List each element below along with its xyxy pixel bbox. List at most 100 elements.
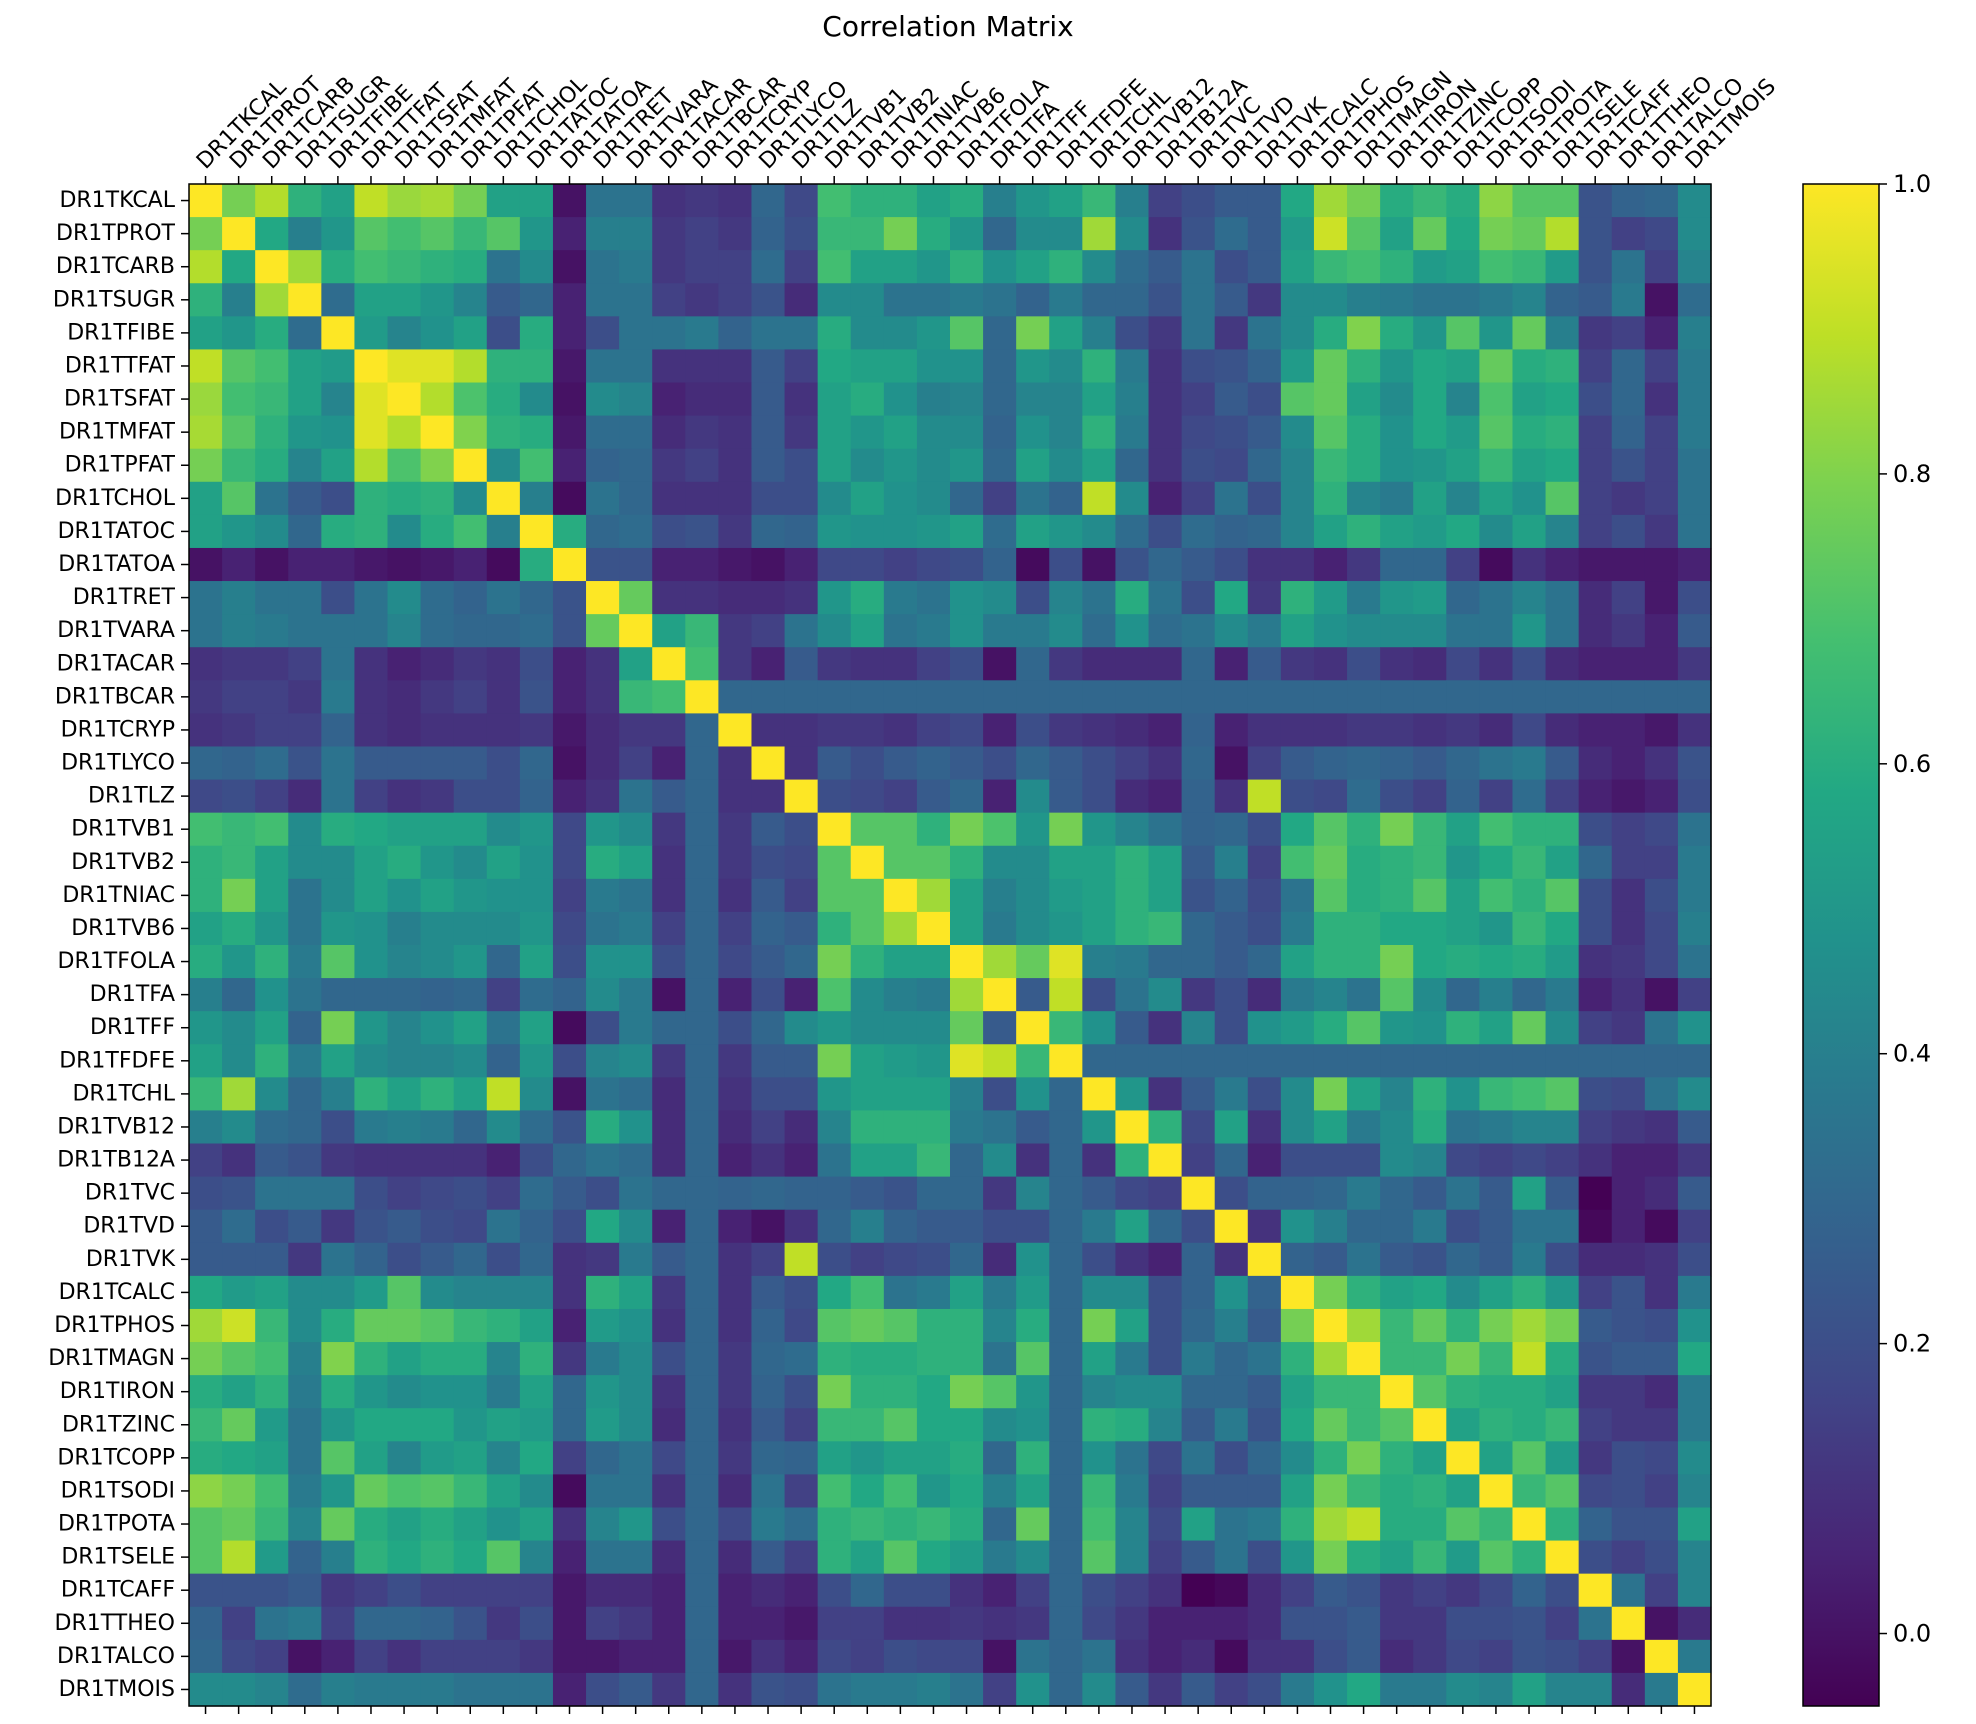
- heatmap-cell-DR1TALCO-DR1TTFAT: [354, 1639, 389, 1674]
- heatmap-cell-DR1TPHOS-DR1TFOLA: [950, 1308, 984, 1343]
- heatmap-cell-DR1TVB2-DR1TVB1: [817, 845, 852, 880]
- heatmap-cell-DR1TFF-DR1TATOA: [552, 1011, 587, 1045]
- heatmap-cell-DR1TPHOS-DR1TZINC: [1413, 1308, 1447, 1343]
- heatmap-cell-DR1TPOTA-DR1TPROT: [222, 1507, 256, 1542]
- heatmap-cell-DR1TFOLA-DR1TLYCO: [751, 945, 786, 979]
- heatmap-cell-DR1TSUGR-DR1TSELE: [1545, 283, 1580, 317]
- heatmap-cell-DR1TSUGR-DR1TALCO: [1644, 283, 1679, 317]
- heatmap-cell-DR1TFDFE-DR1TSODI: [1479, 1044, 1514, 1078]
- heatmap-cell-DR1TKCAL-DR1TFOLA: [950, 184, 984, 218]
- heatmap-cell-DR1TVB12-DR1TVD: [1214, 1110, 1249, 1145]
- heatmap-cell-DR1TLZ-DR1TCRYP: [718, 779, 753, 814]
- heatmap-cell-DR1TPFAT-DR1TCRYP: [718, 448, 753, 483]
- heatmap-cell-DR1TCOPP-DR1TATOA: [552, 1441, 587, 1475]
- heatmap-cell-DR1TRET-DR1TVD: [1214, 581, 1249, 615]
- heatmap-cell-DR1TPOTA-DR1TVD: [1214, 1507, 1249, 1542]
- heatmap-cell-DR1TVB6-DR1TATOC: [519, 911, 554, 946]
- heatmap-cell-DR1TVC-DR1TCARB: [255, 1176, 289, 1211]
- heatmap-cell-DR1TPOTA-DR1TSODI: [1479, 1507, 1514, 1542]
- heatmap-cell-DR1TACAR-DR1TVB2: [850, 647, 885, 681]
- heatmap-cell-DR1TNIAC-DR1TVARA: [619, 878, 653, 913]
- heatmap-cell-DR1TBCAR-DR1TVB1: [817, 680, 852, 714]
- heatmap-cell-DR1TVK-DR1TLZ: [784, 1242, 819, 1277]
- heatmap-cell-DR1TFF-DR1TVB1: [817, 1011, 852, 1045]
- heatmap-cell-DR1TTHEO-DR1TCHOL: [486, 1606, 521, 1641]
- heatmap-cell-DR1TSODI-DR1TCARB: [255, 1474, 289, 1509]
- heatmap-cell-DR1TVB6-DR1TVD: [1214, 911, 1249, 946]
- heatmap-cell-DR1TIRON-DR1TPHOS: [1313, 1375, 1348, 1409]
- heatmap-cell-DR1TATOA-DR1TSELE: [1545, 547, 1580, 582]
- heatmap-cell-DR1TPFAT-DR1TSFAT: [387, 448, 422, 483]
- heatmap-cell-DR1TCRYP-DR1TVB2: [850, 713, 885, 748]
- heatmap-cell-DR1TSFAT-DR1TKCAL: [189, 382, 223, 417]
- heatmap-cell-DR1TLZ-DR1TVARA: [619, 779, 653, 814]
- heatmap-cell-DR1TPHOS-DR1TVB12: [1115, 1308, 1150, 1343]
- heatmap-cell-DR1TFF-DR1TATOC: [519, 1011, 554, 1045]
- heatmap-cell-DR1TVK-DR1TMFAT: [420, 1242, 455, 1277]
- heatmap-cell-DR1TVC-DR1TBCAR: [685, 1176, 719, 1211]
- heatmap-cell-DR1TVB2-DR1TCOPP: [1446, 845, 1480, 880]
- heatmap-cell-DR1TTHEO-DR1TSODI: [1479, 1606, 1514, 1641]
- heatmap-cell-DR1TVARA-DR1TVARA: [619, 614, 653, 648]
- heatmap-cell-DR1TRET-DR1TTFAT: [354, 581, 389, 615]
- heatmap-cell-DR1TCAFF-DR1TTFAT: [354, 1573, 389, 1608]
- heatmap-cell-DR1TPHOS-DR1TPHOS: [1313, 1308, 1348, 1343]
- heatmap-cell-DR1TVB12-DR1TCHL: [1082, 1110, 1117, 1145]
- heatmap-cell-DR1TTFAT-DR1TSFAT: [387, 349, 422, 384]
- heatmap-cell-DR1TFIBE-DR1TMOIS: [1677, 316, 1712, 351]
- heatmap-cell-DR1TVB12-DR1TFA: [983, 1110, 1017, 1145]
- heatmap-cell-DR1TTFAT-DR1TCOPP: [1446, 349, 1480, 384]
- y-tick-label: DR1TFF: [90, 1015, 175, 1040]
- y-tick-label: DR1TZINC: [62, 1412, 175, 1437]
- heatmap-cell-DR1TMAGN-DR1TFIBE: [321, 1342, 356, 1376]
- heatmap-cell-DR1TPHOS-DR1TFF: [1016, 1308, 1050, 1343]
- heatmap-cell-DR1TBCAR-DR1TKCAL: [189, 680, 223, 714]
- heatmap-cell-DR1TPROT-DR1TMFAT: [420, 217, 455, 251]
- heatmap-cell-DR1TVB6-DR1TSFAT: [387, 911, 422, 946]
- heatmap-cell-DR1TSUGR-DR1TCHL: [1082, 283, 1117, 317]
- heatmap-cell-DR1TVB12-DR1TVC: [1181, 1110, 1216, 1145]
- heatmap-cell-DR1TZINC-DR1TFOLA: [950, 1408, 984, 1442]
- heatmap-cell-DR1TVB1-DR1TCHL: [1082, 812, 1117, 847]
- heatmap-cell-DR1TALCO-DR1TVB1: [817, 1639, 852, 1674]
- heatmap-cell-DR1TFA-DR1TMAGN: [1347, 978, 1381, 1012]
- heatmap-cell-DR1TPFAT-DR1TVB1: [817, 448, 852, 483]
- heatmap-cell-DR1TVB6-DR1TPROT: [222, 911, 256, 946]
- heatmap-cell-DR1TTFAT-DR1TCHOL: [486, 349, 521, 384]
- heatmap-cell-DR1TMOIS-DR1TCALC: [1280, 1672, 1315, 1707]
- heatmap-cell-DR1TTFAT-DR1TVK: [1247, 349, 1282, 384]
- heatmap-cell-DR1TVC-DR1TPHOS: [1313, 1176, 1348, 1211]
- heatmap-cell-DR1TVC-DR1TTHEO: [1611, 1176, 1646, 1211]
- heatmap-cell-DR1TVK-DR1TALCO: [1644, 1242, 1679, 1277]
- heatmap-cell-DR1TCARB-DR1TBCAR: [685, 250, 719, 284]
- heatmap-cells: [189, 184, 1712, 1707]
- heatmap-cell-DR1TALCO-DR1TCHL: [1082, 1639, 1117, 1674]
- heatmap-cell-DR1TSELE-DR1TSELE: [1545, 1540, 1580, 1575]
- heatmap-cell-DR1TATOA-DR1TVB2: [850, 547, 885, 582]
- heatmap-cell-DR1TRET-DR1TCRYP: [718, 581, 753, 615]
- heatmap-cell-DR1TVB1-DR1TCOPP: [1446, 812, 1480, 847]
- heatmap-cell-DR1TVB12-DR1TPFAT: [453, 1110, 488, 1145]
- heatmap-cell-DR1TTHEO-DR1TCALC: [1280, 1606, 1315, 1641]
- heatmap-cell-DR1TRET-DR1TATOC: [519, 581, 554, 615]
- heatmap-cell-DR1TCHOL-DR1TCARB: [255, 481, 289, 516]
- heatmap-cell-DR1TCHL-DR1TATOA: [552, 1077, 587, 1112]
- heatmap-cell-DR1TCAFF-DR1TCOPP: [1446, 1573, 1480, 1608]
- heatmap-cell-DR1TCOPP-DR1TBCAR: [685, 1441, 719, 1475]
- heatmap-cell-DR1TPOTA-DR1TCHL: [1082, 1507, 1117, 1542]
- heatmap-cell-DR1TB12A-DR1TVB1: [817, 1143, 852, 1178]
- heatmap-cell-DR1TIRON-DR1TVARA: [619, 1375, 653, 1409]
- heatmap-cell-DR1TFOLA-DR1TCAFF: [1578, 945, 1613, 979]
- heatmap-cell-DR1TPOTA-DR1TBCAR: [685, 1507, 719, 1542]
- heatmap-cell-DR1TSFAT-DR1TMFAT: [420, 382, 455, 417]
- heatmap-cell-DR1TCHL-DR1TCARB: [255, 1077, 289, 1112]
- heatmap-cell-DR1TVK-DR1TSUGR: [288, 1242, 322, 1277]
- heatmap-cell-DR1TSODI-DR1TFOLA: [950, 1474, 984, 1509]
- heatmap-cell-DR1TCARB-DR1TPROT: [222, 250, 256, 284]
- heatmap-cell-DR1TVK-DR1TCOPP: [1446, 1242, 1480, 1277]
- heatmap-cell-DR1TPOTA-DR1TMOIS: [1677, 1507, 1712, 1542]
- heatmap-cell-DR1TRET-DR1TZINC: [1413, 581, 1447, 615]
- heatmap-cell-DR1TSODI-DR1TBCAR: [685, 1474, 719, 1509]
- heatmap-cell-DR1TPHOS-DR1TLZ: [784, 1308, 819, 1343]
- heatmap-cell-DR1TALCO-DR1TFOLA: [950, 1639, 984, 1674]
